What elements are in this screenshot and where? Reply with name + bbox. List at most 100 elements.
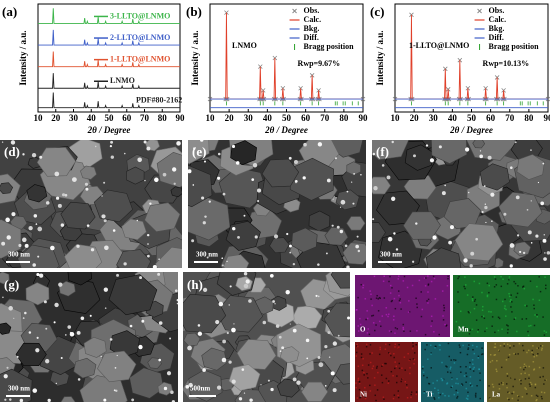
- sem-particle: [353, 172, 356, 175]
- eds-pixel: [437, 389, 439, 391]
- sem-particle: [542, 162, 545, 165]
- eds-pixel: [383, 297, 386, 299]
- eds-pixel: [495, 284, 498, 286]
- sem-grain: [215, 295, 264, 333]
- x-tick-label: 20: [410, 113, 420, 123]
- panel-label: (c): [370, 4, 384, 19]
- sem-grain: [234, 388, 266, 402]
- eds-pixel: [535, 354, 538, 357]
- sem-particle: [144, 179, 146, 182]
- eds-pixel: [509, 300, 511, 303]
- rwp-label: Rwp=10.13%: [483, 59, 530, 68]
- eds-pixel: [449, 368, 452, 370]
- eds-pixel: [466, 353, 469, 356]
- eds-pixel: [383, 398, 385, 400]
- eds-pixel: [426, 344, 428, 346]
- sem-particle: [221, 357, 227, 363]
- eds-pixel: [431, 320, 433, 322]
- eds-pixel: [370, 293, 372, 296]
- sem-grain: [218, 167, 268, 209]
- sem-particle: [229, 285, 232, 288]
- eds-pixel: [392, 319, 395, 321]
- sem-particle: [136, 219, 139, 222]
- eds-pixel: [509, 344, 511, 347]
- eds-pixel: [381, 364, 384, 366]
- sem-grain: [97, 350, 137, 383]
- eds-pixel: [406, 286, 409, 289]
- sem-grain: [230, 140, 257, 166]
- eds-pixel: [406, 396, 409, 399]
- eds-pixel: [403, 330, 405, 333]
- sem-particle: [222, 192, 226, 196]
- eds-pixel: [541, 397, 543, 400]
- eds-label: La: [492, 391, 501, 399]
- eds-pixel: [465, 375, 468, 378]
- sem-particle: [176, 141, 181, 146]
- sem-particle: [248, 299, 252, 303]
- sem-image: [0, 140, 182, 268]
- sem-particle: [288, 244, 292, 248]
- eds-pixel: [523, 365, 525, 368]
- eds-pixel: [360, 353, 363, 355]
- sem-particle: [43, 300, 47, 304]
- eds-pixel: [415, 344, 417, 346]
- scale-label: 300 nm: [196, 251, 218, 259]
- sem-particle: [543, 257, 547, 261]
- eds-pixel: [529, 381, 532, 384]
- eds-pixel: [543, 391, 546, 394]
- eds-pixel: [465, 372, 467, 374]
- eds-pixel: [359, 396, 362, 398]
- eds-pixel: [437, 392, 440, 394]
- sem-grain: [346, 161, 361, 176]
- eds-pixel: [442, 392, 444, 395]
- sem-particle: [110, 155, 115, 159]
- eds-pixel: [477, 328, 480, 331]
- eds-pixel: [461, 384, 464, 386]
- sem-grain: [144, 202, 181, 233]
- eds-pixel: [379, 348, 382, 351]
- sem-image: [0, 272, 178, 402]
- eds-pixel: [507, 325, 509, 327]
- eds-pixel: [538, 366, 541, 369]
- eds-pixel: [502, 383, 504, 386]
- eds-pixel: [382, 396, 385, 398]
- sem-grain: [342, 242, 366, 265]
- eds-pixel: [373, 377, 376, 379]
- eds-pixel: [489, 398, 491, 400]
- sem-grain: [516, 154, 545, 180]
- sem-particle: [6, 366, 9, 369]
- sem-particle: [326, 178, 331, 183]
- eds-pixel: [363, 374, 365, 376]
- sem-grain: [0, 368, 33, 402]
- eds-pixel: [492, 386, 495, 388]
- eds-pixel: [514, 353, 517, 355]
- sem-particle: [509, 243, 515, 248]
- sem-particle: [484, 203, 487, 205]
- sem-grain: [188, 369, 223, 402]
- eds-pixel: [366, 317, 369, 320]
- sem-particle: [441, 191, 446, 196]
- eds-pixel: [526, 351, 528, 354]
- eds-pixel: [361, 364, 364, 367]
- sem-particle: [146, 233, 150, 237]
- eds-pixel: [471, 385, 473, 387]
- sem-particle: [479, 150, 482, 152]
- eds-pixel: [366, 332, 369, 334]
- eds-pixel: [356, 345, 359, 348]
- sem-particle: [274, 303, 276, 305]
- eds-pixel: [514, 317, 517, 319]
- eds-pixel: [394, 367, 396, 370]
- eds-pixel: [415, 393, 418, 396]
- eds-pixel: [357, 296, 359, 299]
- sem-particle: [515, 195, 520, 200]
- eds-pixel: [500, 275, 502, 278]
- sem-particle: [6, 235, 11, 240]
- eds-pixel: [481, 315, 483, 318]
- sem-particle: [131, 398, 135, 402]
- eds-pixel: [365, 318, 367, 321]
- sem-particle: [84, 182, 89, 186]
- eds-pixel: [391, 287, 393, 289]
- eds-pixel: [371, 367, 374, 370]
- eds-pixel: [449, 371, 452, 374]
- eds-pixel: [395, 381, 398, 384]
